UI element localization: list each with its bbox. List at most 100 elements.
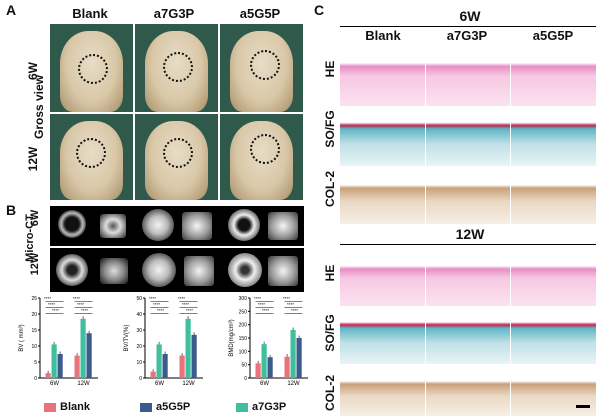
chart0-bar-a7G3P-12W xyxy=(80,318,86,378)
chart0-ytick-label-1: 5 xyxy=(34,360,37,366)
panel-b-letter: B xyxy=(6,202,17,218)
gross-photo-a5g5p-6w xyxy=(220,24,303,112)
hist-row-sofg-12w: SO/FG xyxy=(323,314,337,352)
ct-row-head-12w: 12W xyxy=(29,252,41,276)
chart0-sig-5: **** xyxy=(81,308,88,313)
chart2-sig-4: **** xyxy=(287,302,294,307)
chart0-ylabel: BV ( mm³) xyxy=(19,324,25,351)
chart0-sig-1: **** xyxy=(48,302,55,307)
chart0-ytick-label-2: 10 xyxy=(31,344,37,350)
chart0-ytick-label-4: 20 xyxy=(31,312,37,318)
legend-swatch-blank xyxy=(44,403,56,412)
section-rule-6w xyxy=(340,26,596,27)
legend-label-a7g3p: a7G3P xyxy=(252,401,287,413)
chart0-xtick-label-1: 12W xyxy=(77,381,90,387)
ct-row-head-6w: 6W xyxy=(29,209,41,227)
chart2-ytick-label-3: 150 xyxy=(239,336,248,342)
histology-he-6w xyxy=(340,46,596,106)
chart2-ytick-label-4: 200 xyxy=(239,323,248,329)
chart2-xtick-label-1: 12W xyxy=(287,381,300,387)
chart2-bar-Blank-6W xyxy=(255,363,261,378)
row-head-12w: 12W xyxy=(26,146,40,172)
chart0-ytick-label-3: 15 xyxy=(31,328,37,334)
chart2-ytick-label-2: 100 xyxy=(239,349,248,355)
histology-col2-12w xyxy=(340,366,596,416)
section-rule-12w xyxy=(340,244,596,245)
legend-label-a5g5p: a5G5P xyxy=(156,401,191,413)
gross-photo-a7g3p-6w xyxy=(135,24,218,112)
col-head-a7g3p: a7G3P xyxy=(153,6,195,21)
hist-row-he-12w: HE xyxy=(323,264,337,282)
chart2-bar-Blank-12W xyxy=(284,356,290,378)
chart2-sig-0: **** xyxy=(254,296,261,301)
chart1-ytick-label-3: 30 xyxy=(136,328,142,334)
chart1-ytick-label-1: 10 xyxy=(136,360,142,366)
col-head-blank: Blank xyxy=(72,6,108,21)
chart0-ytick-label-0: 0 xyxy=(34,376,37,382)
chart1-ylabel: BV/TV(%) xyxy=(124,325,130,352)
chart1-ytick-label-4: 40 xyxy=(136,312,142,318)
chart0-sig-4: **** xyxy=(77,302,84,307)
hist-row-col2-6w: COL-2 xyxy=(323,171,337,207)
chart2-sig-3: **** xyxy=(283,296,290,301)
chart1-sig-2: **** xyxy=(157,308,164,313)
histology-he-12w xyxy=(340,250,596,306)
chart2-bar-a5G5P-12W xyxy=(296,338,302,378)
chart2-ytick-label-1: 50 xyxy=(241,363,247,369)
micro-ct-row-12w xyxy=(50,248,304,292)
legend-swatch-a5g5p xyxy=(140,403,152,412)
chart2-ytick-label-6: 300 xyxy=(239,296,248,302)
hist-row-col2-12w: COL-2 xyxy=(323,375,337,411)
chart0-sig-0: **** xyxy=(44,296,51,301)
hist-col-head-a5g5p: a5G5P xyxy=(532,28,574,43)
micro-ct-row-6w xyxy=(50,206,304,246)
chart2-bar-a7G3P-6W xyxy=(261,344,267,378)
chart2-ytick-label-0: 0 xyxy=(244,376,247,382)
chart0-bar-a7G3P-6W xyxy=(51,344,57,378)
chart1-ytick-label-5: 50 xyxy=(136,296,142,302)
chart1-sig-3: **** xyxy=(178,296,185,301)
chart1-sig-0: **** xyxy=(149,296,156,301)
chart1-bar-a7G3P-12W xyxy=(185,318,191,378)
chart1-xtick-label-0: 6W xyxy=(155,381,164,387)
chart2-ytick-label-5: 250 xyxy=(239,309,248,315)
chart0-ytick-label-5: 25 xyxy=(31,296,37,302)
chart0-sig-2: **** xyxy=(52,308,59,313)
legend-swatch-a7g3p xyxy=(236,403,248,412)
section-title-6w: 6W xyxy=(459,8,481,24)
chart2-bar-a7G3P-12W xyxy=(290,330,296,378)
chart2-xtick-label-0: 6W xyxy=(260,381,269,387)
chart1-xtick-label-1: 12W xyxy=(182,381,195,387)
hist-row-sofg-6w: SO/FG xyxy=(323,110,337,148)
chart2-sig-1: **** xyxy=(258,302,265,307)
chart1-ytick-label-2: 20 xyxy=(136,344,142,350)
hist-col-head-a7g3p: a7G3P xyxy=(446,28,488,43)
chart1-ytick-label-0: 0 xyxy=(139,376,142,382)
chart2-ylabel: BMD(mg/cm³) xyxy=(229,319,235,356)
histology-sofg-6w xyxy=(340,108,596,166)
chart1-bar-a5G5P-12W xyxy=(191,334,197,378)
legend-label-blank: Blank xyxy=(60,401,90,413)
chart1-sig-5: **** xyxy=(186,308,193,313)
chart2-sig-5: **** xyxy=(291,308,298,313)
chart0-xtick-label-0: 6W xyxy=(50,381,59,387)
panel-a-letter: A xyxy=(6,2,17,18)
hist-col-head-blank: Blank xyxy=(365,28,401,43)
chart0-bar-a5G5P-6W xyxy=(57,354,63,378)
row-head-6w: 6W xyxy=(26,62,40,80)
scale-bar xyxy=(576,405,590,408)
chart1-sig-1: **** xyxy=(153,302,160,307)
gross-photo-blank-6w xyxy=(50,24,133,112)
chart1-bar-Blank-6W xyxy=(150,371,156,378)
chart0-bar-Blank-6W xyxy=(45,373,51,378)
hist-row-he-6w: HE xyxy=(323,60,337,78)
panel-c-letter: C xyxy=(314,2,325,18)
chart2-bar-a5G5P-6W xyxy=(267,357,273,378)
gross-photo-a7g3p-12w xyxy=(135,114,218,200)
chart0-bar-Blank-12W xyxy=(74,355,80,378)
chart1-bar-a7G3P-6W xyxy=(156,344,162,378)
chart1-bar-a5G5P-6W xyxy=(162,354,168,378)
chart0-bar-a5G5P-12W xyxy=(86,333,92,378)
chart1-bar-Blank-12W xyxy=(179,355,185,378)
